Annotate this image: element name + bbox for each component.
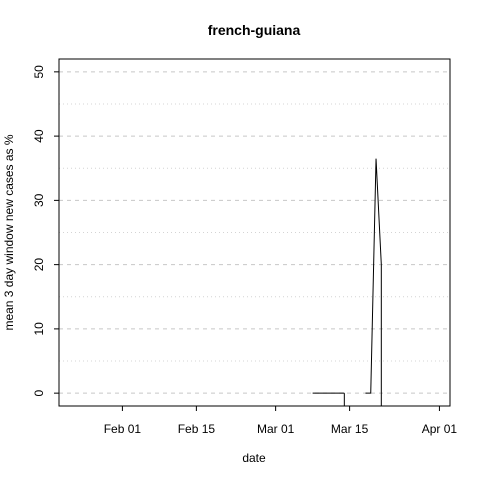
- series: [312, 158, 382, 406]
- x-tick-label: Apr 01: [422, 422, 458, 436]
- series-line-segment: [365, 158, 382, 406]
- chart-title: french-guiana: [208, 22, 301, 38]
- y-tick-label: 20: [32, 258, 46, 272]
- x-tick-label: Feb 15: [178, 422, 216, 436]
- y-tick-label: 0: [32, 389, 46, 396]
- y-axis: 0 10 20 30 40 50: [32, 65, 59, 396]
- grid: [59, 71, 450, 394]
- y-tick-label: 50: [32, 65, 46, 79]
- y-tick-label: 30: [32, 193, 46, 207]
- y-tick-label: 10: [32, 322, 46, 336]
- x-tick-label: Feb 01: [104, 422, 142, 436]
- plot-frame: [58, 58, 451, 407]
- y-tick-label: 40: [32, 129, 46, 143]
- x-tick-label: Mar 15: [331, 422, 369, 436]
- x-axis: Feb 01 Feb 15 Mar 01 Mar 15 Apr 01: [104, 406, 458, 436]
- y-axis-label: mean 3 day window new cases as %: [2, 134, 16, 330]
- x-axis-label: date: [242, 451, 266, 465]
- x-tick-label: Mar 01: [257, 422, 295, 436]
